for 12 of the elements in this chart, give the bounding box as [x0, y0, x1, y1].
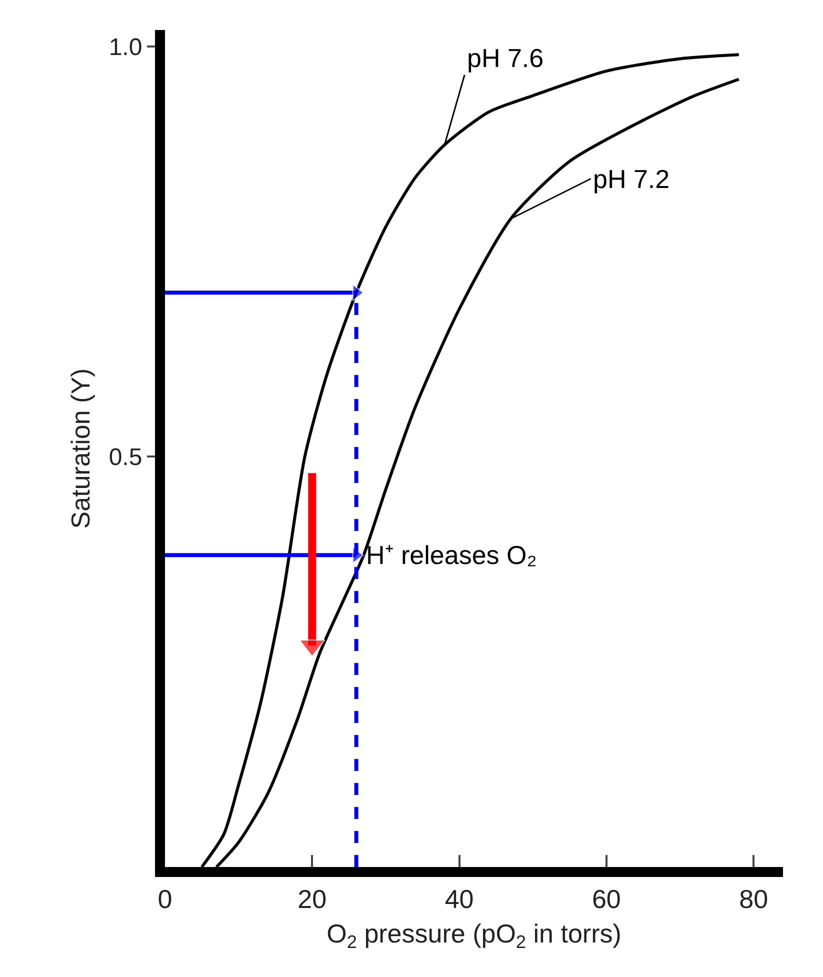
x-tick-label: 60 [592, 884, 621, 914]
y-axis-title: Saturation (Y) [66, 368, 96, 529]
annotation: pH 7.2 [593, 164, 670, 194]
annotation: pH 7.6 [467, 43, 544, 73]
x-tick-label: 20 [298, 884, 327, 914]
x-tick-label: 40 [444, 884, 474, 914]
annotation: H⁺ releases O₂ [366, 540, 537, 570]
y-tick-label: 1.0 [108, 34, 142, 61]
y-tick-label: 0.5 [108, 444, 142, 472]
x-axis-title: O$_{2}$ pressure (pO$_{2}$ in torrs) [326, 918, 622, 952]
x-tick-label: 0 [158, 884, 172, 914]
x-tick-label: 80 [739, 884, 768, 914]
